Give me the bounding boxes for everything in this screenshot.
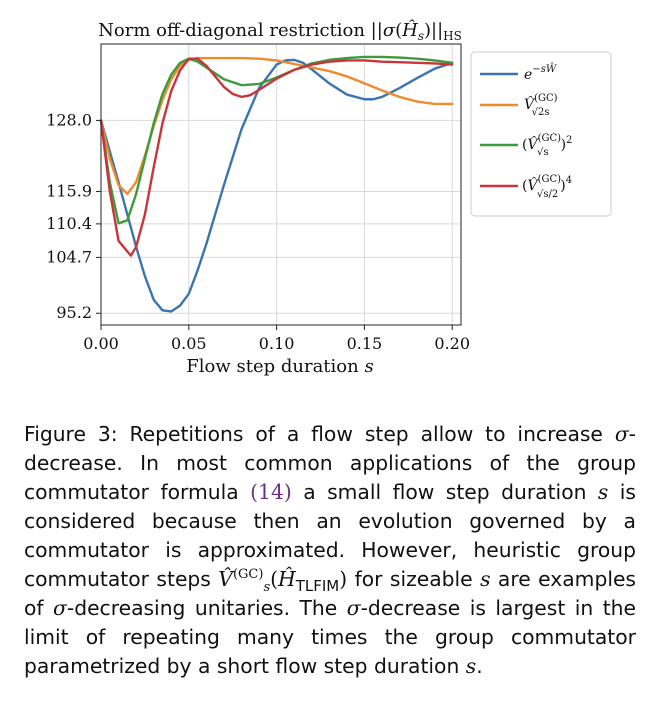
chart-legend: e−sŴ V̂(GC) √2s (V̂(GC) √s)2 (V̂(GC) √s/2)4: [470, 51, 612, 217]
legend-label-3: (V̂(GC) √s/2)4: [522, 174, 572, 200]
legend-label-2: (V̂(GC) √s)2: [522, 133, 572, 158]
y-tick-label: 115.9: [46, 182, 92, 201]
y-tick-label: 110.4: [46, 214, 92, 233]
plot-area: 0.00 0.05 0.10 0.15 0.20 95.2 104.7 110.4 115.9 1…: [46, 43, 470, 353]
series-line-0: [99, 58, 454, 313]
x-axis-label: Flow step duration s: [186, 356, 373, 377]
legend-label-0: e−sŴ: [524, 63, 557, 83]
equation-reference-link[interactable]: (14): [250, 480, 292, 504]
series-line-1: [99, 56, 454, 196]
chart-title: Norm off-diagonal restriction ||σ(Ĥs)||H…: [98, 18, 462, 43]
plot-frame: [100, 43, 462, 326]
y-tick-label: 95.2: [56, 303, 92, 322]
series-line-3: [99, 57, 454, 257]
caption-label: Figure 3:: [24, 422, 118, 446]
figure-chart: Norm off-diagonal restriction ||σ(Ĥs)||H…: [46, 18, 612, 377]
y-tick-label: 104.7: [46, 247, 92, 266]
x-tick-label: 0.15: [347, 334, 383, 353]
legend-box: [470, 51, 612, 217]
series-line-2: [99, 55, 454, 225]
x-tick-label: 0.20: [434, 334, 470, 353]
y-tick-label: 128.0: [46, 110, 92, 129]
legend-label-1: V̂(GC) √2s: [524, 93, 558, 118]
figure-caption: Figure 3: Repetitions of a flow step all…: [24, 422, 637, 678]
x-tick-label: 0.00: [83, 334, 119, 353]
x-tick-label: 0.10: [259, 334, 295, 353]
x-tick-label: 0.05: [171, 334, 207, 353]
